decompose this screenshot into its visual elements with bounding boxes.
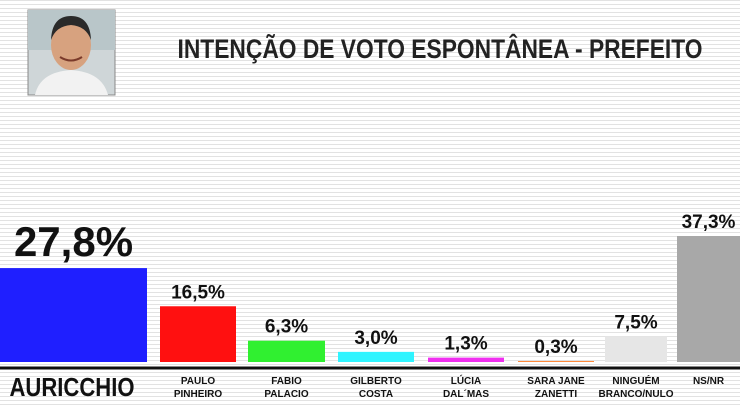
category-label: NS/NR	[693, 376, 725, 387]
value-label: 6,3%	[265, 317, 308, 338]
bar	[605, 336, 667, 362]
category-label: COSTA	[359, 389, 393, 400]
category-label: NINGUÉM	[612, 374, 659, 387]
value-label: 3,0%	[354, 328, 397, 349]
value-label: 7,5%	[614, 313, 657, 334]
bar	[160, 306, 236, 362]
bar	[428, 357, 504, 362]
value-label: 1,3%	[444, 334, 487, 355]
value-label: 37,3%	[682, 212, 736, 233]
category-label: SARA JANE	[527, 376, 585, 387]
category-label: ZANETTI	[535, 389, 577, 400]
value-label: 16,5%	[171, 282, 225, 303]
bar	[248, 340, 325, 362]
category-label: DAL´MAS	[443, 389, 489, 400]
chart-title: INTENÇÃO DE VOTO ESPONTÂNEA - PREFEITO	[178, 33, 703, 64]
bar	[338, 351, 414, 362]
photo	[27, 9, 116, 96]
category-label: BRANCO/NULO	[599, 389, 674, 400]
bar	[0, 268, 147, 362]
category-label: GILBERTO	[350, 376, 402, 387]
category-label: LÚCIA	[451, 374, 482, 387]
category-label: AURICCHIO	[10, 372, 135, 402]
category-label: PINHEIRO	[174, 389, 223, 400]
category-label: FABIO	[271, 376, 302, 387]
value-label: 0,3%	[534, 337, 577, 358]
bar	[518, 360, 594, 362]
category-label: PAULO	[181, 376, 215, 387]
bar	[677, 236, 740, 362]
value-label: 27,8%	[14, 218, 133, 265]
category-label: PALACIO	[264, 389, 308, 400]
